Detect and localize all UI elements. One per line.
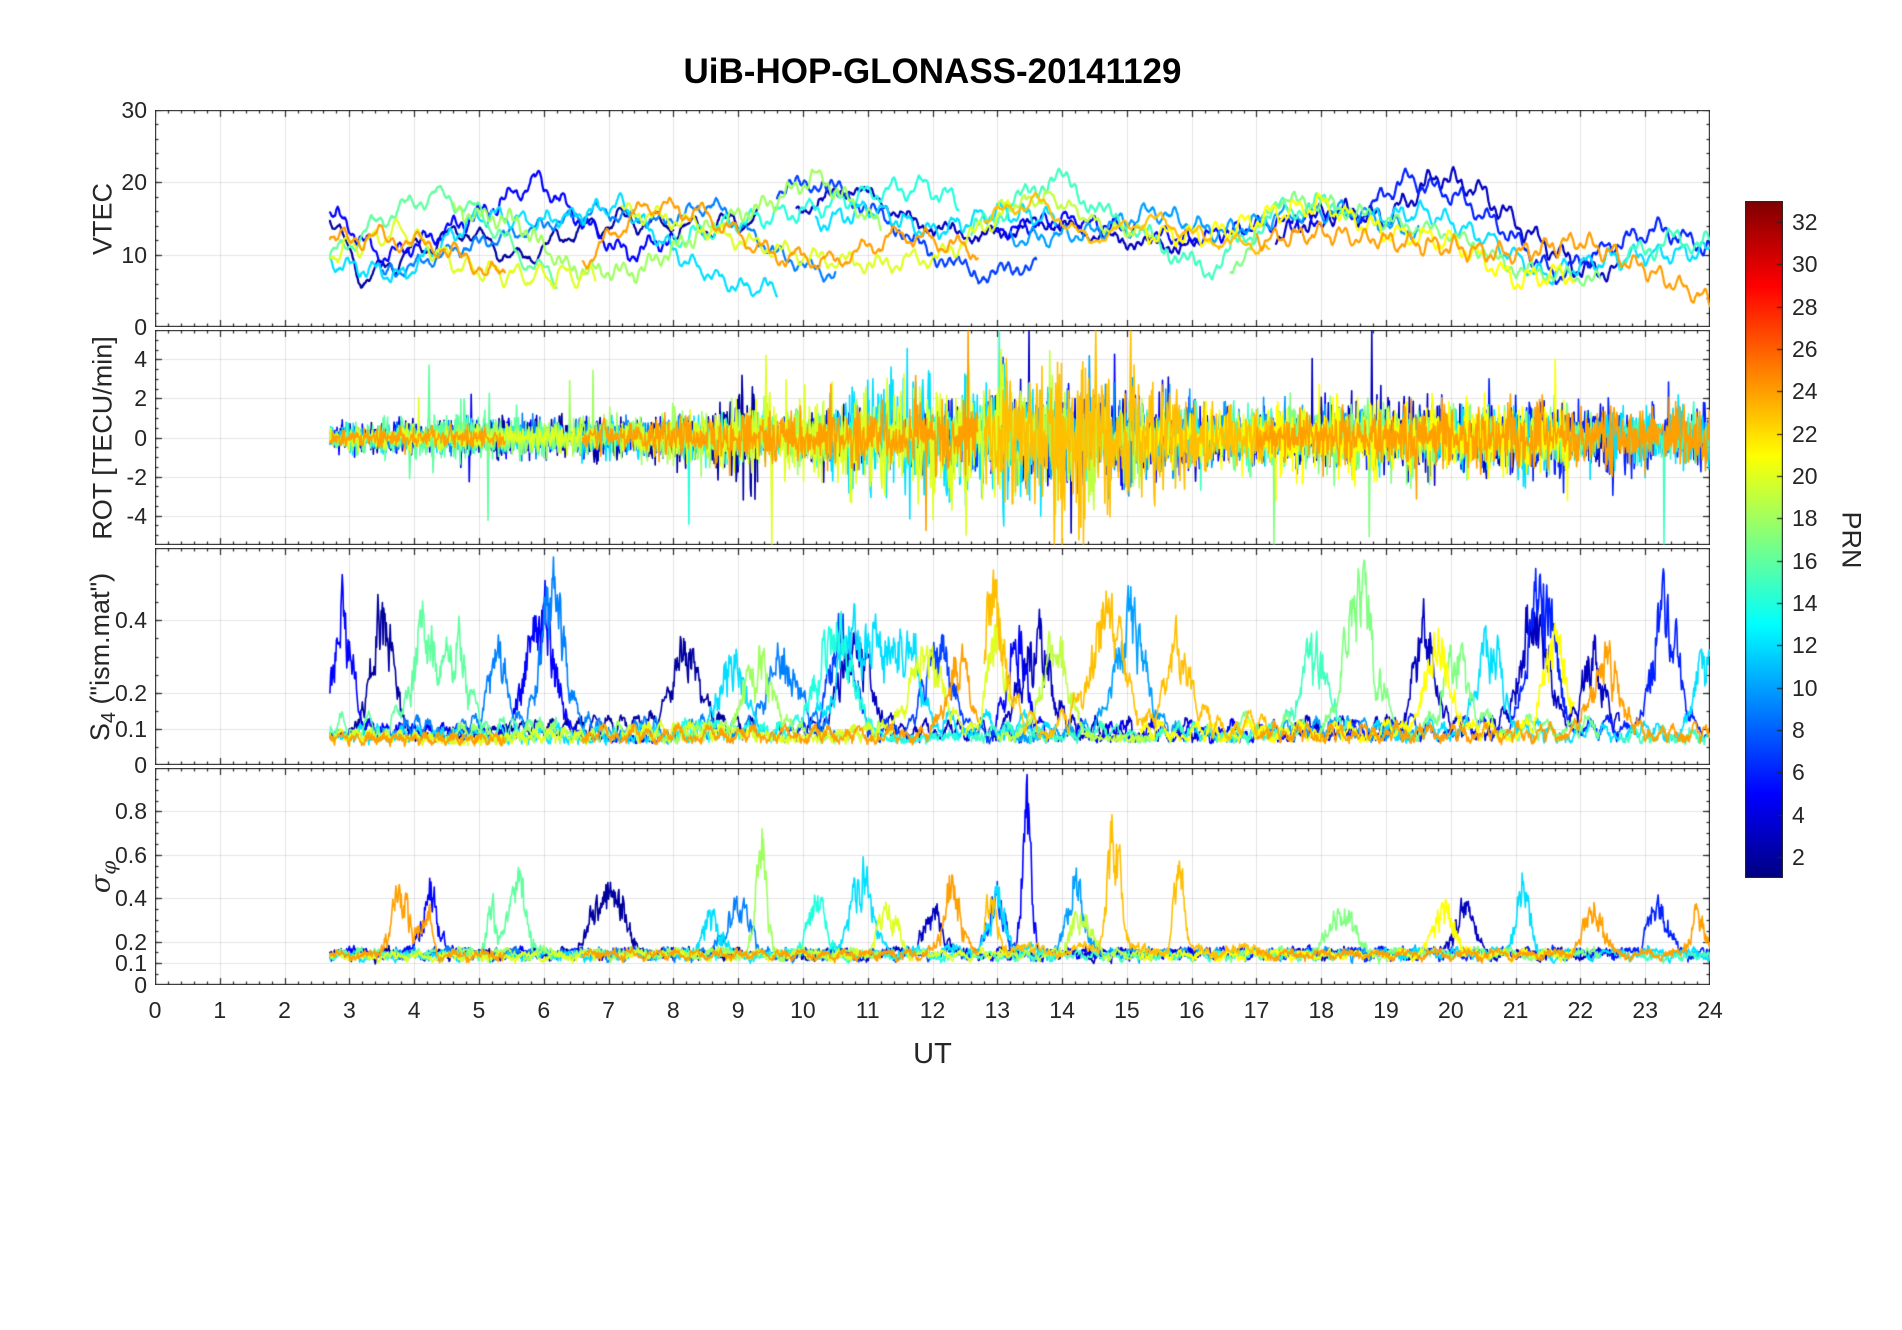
x-tick-label: 24 xyxy=(1697,997,1723,1023)
colorbar-tick-label: 16 xyxy=(1792,547,1818,574)
x-tick-label: 17 xyxy=(1243,997,1270,1023)
vtec-y-tick-label: 20 xyxy=(121,169,147,196)
x-tick-label: 5 xyxy=(472,997,486,1023)
sigma-phi-panel-canvas xyxy=(155,768,1710,985)
x-tick-label: 16 xyxy=(1178,997,1205,1023)
colorbar-tick-label: 18 xyxy=(1792,505,1818,532)
sigma_phi-y-tick-label: 0 xyxy=(134,972,147,998)
x-axis-label: UT xyxy=(913,1038,952,1070)
rot-panel-canvas xyxy=(155,330,1710,545)
colorbar-tick-label: 20 xyxy=(1792,463,1818,490)
s4-y-tick-label: 0 xyxy=(134,752,147,778)
rot-y-tick-label: -4 xyxy=(126,502,147,529)
colorbar-tick-label: 22 xyxy=(1792,420,1818,447)
colorbar-tick-label: 30 xyxy=(1792,251,1818,278)
x-tick-label: 6 xyxy=(537,997,551,1023)
colorbar-tick-label: 24 xyxy=(1792,378,1818,405)
x-tick-label: 13 xyxy=(984,997,1011,1023)
s4-panel-canvas xyxy=(155,548,1710,765)
x-tick-label: 1 xyxy=(213,997,227,1023)
x-tick-label: 7 xyxy=(602,997,615,1023)
x-tick-label: 9 xyxy=(731,997,745,1023)
x-tick-label: 23 xyxy=(1632,997,1658,1023)
colorbar-tick-label: 6 xyxy=(1792,759,1805,786)
chart-title: UiB-HOP-GLONASS-20141129 xyxy=(683,52,1182,91)
x-tick-label: 8 xyxy=(666,997,680,1023)
x-tick-label: 12 xyxy=(919,997,946,1023)
vtec-y-tick-label: 30 xyxy=(121,97,147,123)
x-tick-label: 4 xyxy=(407,997,421,1023)
sigma_phi-y-tick-label: 0.2 xyxy=(115,928,147,955)
colorbar-tick-label: 4 xyxy=(1792,801,1805,828)
colorbar-tick-label: 10 xyxy=(1792,674,1818,701)
x-tick-label: 20 xyxy=(1438,997,1464,1023)
colorbar-tick-label: 12 xyxy=(1792,632,1818,659)
colorbar-tick-label: 8 xyxy=(1792,716,1805,743)
colorbar-tick-label: 14 xyxy=(1792,589,1818,616)
x-tick-label: 10 xyxy=(790,997,816,1023)
rot-y-tick-label: -2 xyxy=(126,463,147,490)
sigma_phi-y-tick-label: 0.8 xyxy=(115,798,147,825)
colorbar-label: PRN xyxy=(1836,510,1867,569)
x-tick-label: 21 xyxy=(1502,997,1529,1023)
x-tick-label: 15 xyxy=(1114,997,1140,1023)
vtec-y-tick-label: 10 xyxy=(121,241,147,268)
colorbar-tick-label: 32 xyxy=(1792,209,1818,236)
vtec-y-tick-label: 0 xyxy=(134,314,147,340)
x-tick-label: 22 xyxy=(1567,997,1594,1023)
colorbar-tick-label: 26 xyxy=(1792,336,1818,363)
x-tick-label: 0 xyxy=(148,997,162,1023)
rot-y-tick-label: 2 xyxy=(134,385,147,412)
sigma_phi-y-tick-label: 0.1 xyxy=(115,950,147,977)
x-tick-label: 2 xyxy=(278,997,291,1023)
s4-y-tick-label: 0.1 xyxy=(115,715,147,742)
colorbar xyxy=(1745,201,1783,878)
x-tick-label: 18 xyxy=(1308,997,1335,1023)
sigma_phi-y-tick-label: 0.4 xyxy=(115,885,147,912)
rot-y-tick-label: 0 xyxy=(134,424,147,451)
s4-y-tick-label: 0.2 xyxy=(115,679,147,706)
x-tick-label: 19 xyxy=(1373,997,1399,1023)
x-tick-label: 14 xyxy=(1049,997,1075,1023)
s4-y-tick-label: 0.4 xyxy=(115,607,147,634)
sigma_phi-y-tick-label: 0.6 xyxy=(115,841,147,868)
colorbar-tick-label: 2 xyxy=(1792,843,1805,870)
vtec-panel-canvas xyxy=(155,110,1710,327)
x-tick-label: 11 xyxy=(855,997,880,1023)
x-tick-label: 3 xyxy=(342,997,356,1023)
rot-y-tick-label: 4 xyxy=(134,346,147,373)
colorbar-tick-label: 28 xyxy=(1792,293,1818,320)
